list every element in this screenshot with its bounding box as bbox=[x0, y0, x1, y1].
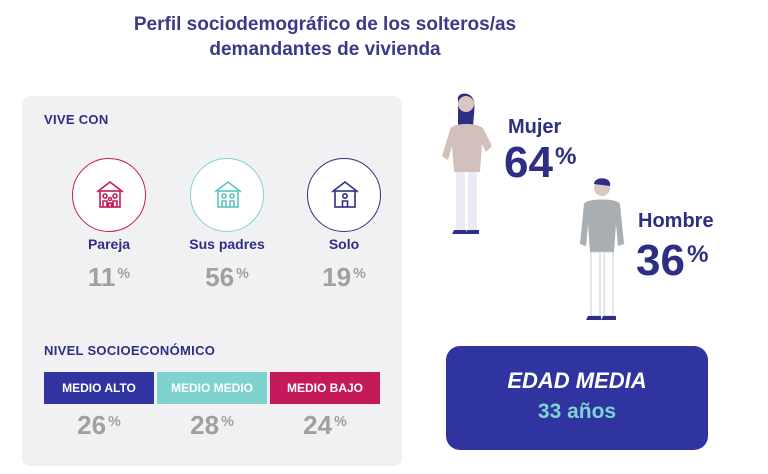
family-house-icon bbox=[72, 158, 146, 232]
option-label-pareja: Pareja bbox=[87, 236, 131, 252]
level-chip-medio-alto: MEDIO ALTO bbox=[44, 372, 154, 404]
option-label-sus-padres: Sus padres bbox=[189, 236, 265, 252]
gender-label-man: Hombre bbox=[638, 210, 714, 232]
level-value-medio-medio: 28% bbox=[190, 410, 234, 440]
option-label-solo: Solo bbox=[328, 236, 360, 252]
page-title: Perfil sociodemográfico de los solteros/… bbox=[0, 12, 650, 62]
nivel-label: NIVEL SOCIOECONÓMICO bbox=[44, 343, 216, 358]
option-value-pareja: 11% bbox=[87, 262, 131, 292]
edad-media-title: EDAD MEDIA bbox=[507, 368, 647, 393]
man-figure-icon bbox=[580, 178, 624, 320]
level-chip-medio-bajo: MEDIO BAJO bbox=[270, 372, 380, 404]
option-value-sus-padres: 56% bbox=[205, 262, 249, 292]
edad-media-card: EDAD MEDIA 33 años bbox=[446, 346, 708, 450]
single-person-house-icon bbox=[307, 158, 381, 232]
gender-value-man: 36% bbox=[636, 236, 709, 285]
woman-figure-icon bbox=[442, 93, 492, 234]
title-line-1: Perfil sociodemográfico de los solteros/… bbox=[133, 14, 517, 35]
gender-label-woman: Mujer bbox=[508, 116, 562, 138]
info-panel bbox=[22, 96, 402, 466]
option-value-solo: 19% bbox=[322, 262, 366, 292]
level-value-medio-alto: 26% bbox=[77, 410, 121, 440]
level-value-medio-bajo: 24% bbox=[303, 410, 347, 440]
vive-con-label: VIVE CON bbox=[44, 112, 109, 127]
edad-media-value: 33 años bbox=[537, 400, 617, 423]
level-chip-medio-medio: MEDIO MEDIO bbox=[157, 372, 267, 404]
gender-value-woman: 64% bbox=[504, 138, 577, 187]
title-line-2: demandantes de vivienda bbox=[209, 39, 441, 60]
parents-house-icon bbox=[190, 158, 264, 232]
